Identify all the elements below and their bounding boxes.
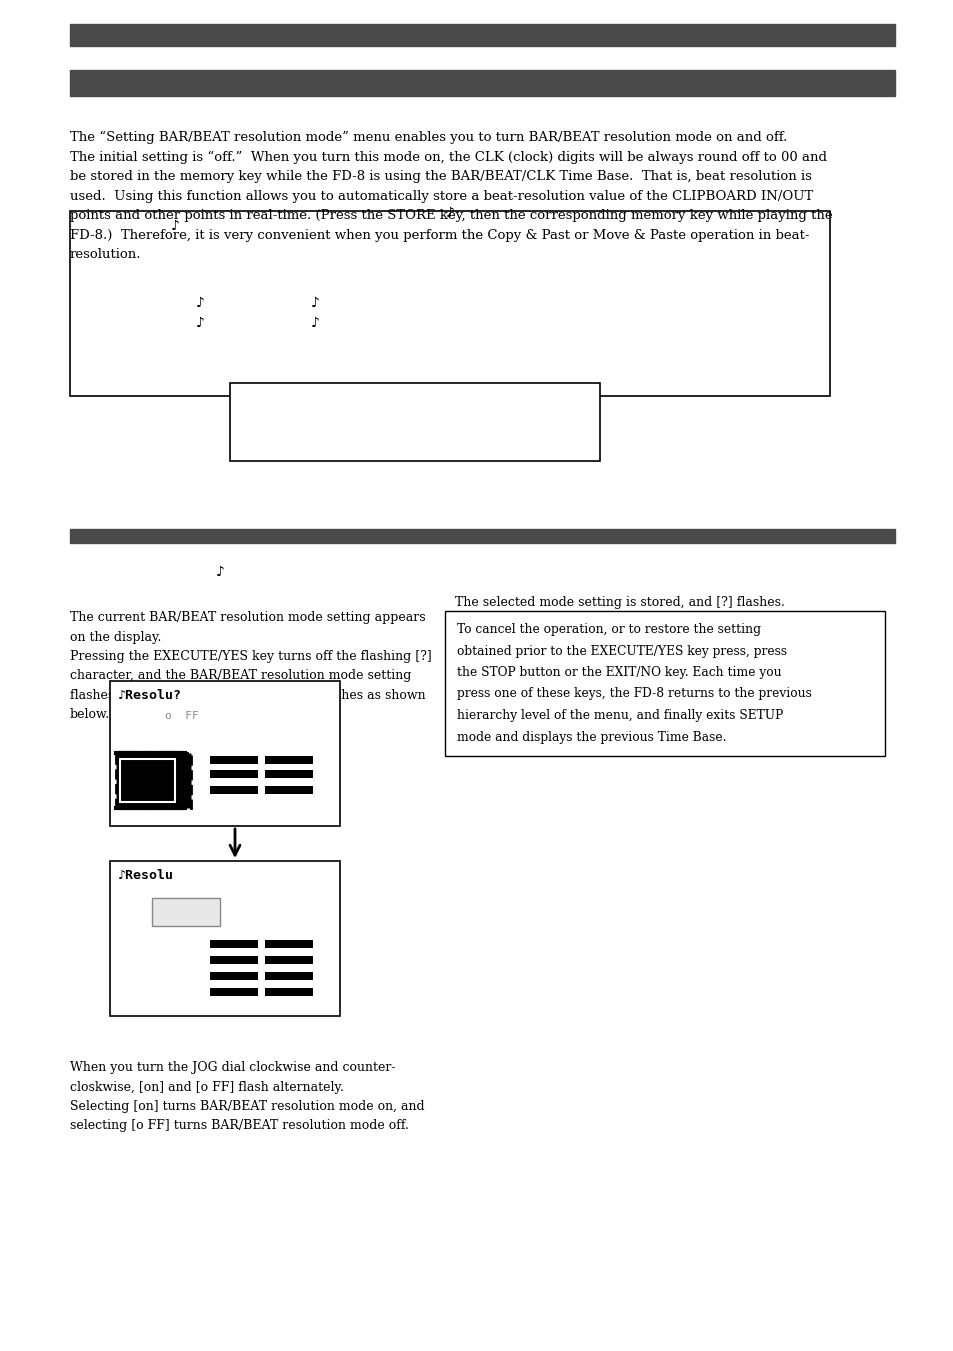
Bar [210, 786, 257, 794]
Text: The current BAR/BEAT resolution mode setting appears: The current BAR/BEAT resolution mode set… [70, 611, 425, 624]
Bar [265, 988, 313, 996]
Text: The selected mode setting is stored, and [?] flashes.: The selected mode setting is stored, and… [455, 596, 784, 609]
Text: hierarchy level of the menu, and finally exits SETUP: hierarchy level of the menu, and finally… [456, 709, 782, 721]
Bar [120, 759, 174, 802]
Bar [210, 969, 257, 971]
Text: on the display.: on the display. [70, 631, 161, 643]
Bar [230, 382, 599, 461]
Bar [265, 952, 313, 957]
Bar [70, 70, 894, 96]
Text: resolution.: resolution. [70, 249, 141, 261]
Bar [265, 940, 313, 948]
Bar [265, 770, 313, 778]
Text: be stored in the memory key while the FD-8 is using the BAR/BEAT/CLK Time Base. : be stored in the memory key while the FD… [70, 170, 811, 182]
Bar [110, 681, 339, 825]
Text: ♪Resolu: ♪Resolu [118, 869, 173, 882]
Text: ♪: ♪ [445, 205, 454, 220]
Bar [210, 988, 257, 996]
Text: press one of these keys, the FD-8 returns to the previous: press one of these keys, the FD-8 return… [456, 688, 811, 701]
Text: below.: below. [70, 708, 110, 721]
Bar [265, 757, 313, 765]
Text: ♪: ♪ [195, 316, 204, 330]
Text: ♪: ♪ [215, 565, 224, 580]
Bar [265, 766, 313, 770]
Bar [152, 898, 220, 925]
Text: ♪: ♪ [195, 296, 204, 309]
Bar [210, 940, 257, 948]
Text: ♪Resolu?: ♪Resolu? [118, 689, 182, 703]
Text: To cancel the operation, or to restore the setting: To cancel the operation, or to restore t… [456, 623, 760, 636]
Text: The initial setting is “off.”  When you turn this mode on, the CLK (clock) digit: The initial setting is “off.” When you t… [70, 150, 826, 163]
Text: When you turn the JOG dial clockwise and counter-: When you turn the JOG dial clockwise and… [70, 1061, 395, 1074]
Text: The “Setting BAR/BEAT resolution mode” menu enables you to turn BAR/BEAT resolut: The “Setting BAR/BEAT resolution mode” m… [70, 131, 786, 145]
Text: the STOP button or the EXIT/NO key. Each time you: the STOP button or the EXIT/NO key. Each… [456, 666, 781, 680]
Bar [265, 957, 313, 965]
Bar [116, 753, 191, 808]
Bar [210, 957, 257, 965]
Text: flashes.  With the initial setting, [o FF] flashes as shown: flashes. With the initial setting, [o FF… [70, 689, 425, 703]
Text: Selecting [on] turns BAR/BEAT resolution mode on, and: Selecting [on] turns BAR/BEAT resolution… [70, 1100, 424, 1113]
Bar [444, 611, 884, 757]
Bar [265, 969, 313, 971]
Text: selecting [o FF] turns BAR/BEAT resolution mode off.: selecting [o FF] turns BAR/BEAT resoluti… [70, 1120, 409, 1132]
Text: ♪: ♪ [311, 316, 319, 330]
Bar [265, 971, 313, 979]
Bar [210, 952, 257, 957]
Bar [265, 786, 313, 794]
Bar [70, 24, 894, 46]
Text: obtained prior to the EXECUTE/YES key press, press: obtained prior to the EXECUTE/YES key pr… [456, 644, 786, 658]
Text: used.  Using this function allows you to automatically store a beat-resolution v: used. Using this function allows you to … [70, 189, 812, 203]
Bar [70, 211, 829, 396]
Text: closkwise, [on] and [o FF] flash alternately.: closkwise, [on] and [o FF] flash alterna… [70, 1081, 343, 1093]
Text: o  FF: o FF [160, 902, 193, 913]
Bar [210, 757, 257, 765]
Bar [210, 766, 257, 770]
Bar [70, 530, 894, 543]
Bar [110, 861, 339, 1016]
Text: Pressing the EXECUTE/YES key turns off the flashing [?]: Pressing the EXECUTE/YES key turns off t… [70, 650, 432, 663]
Text: ♪: ♪ [171, 219, 179, 232]
Bar [210, 782, 257, 786]
Text: character, and the BAR/BEAT resolution mode setting: character, and the BAR/BEAT resolution m… [70, 670, 411, 682]
Text: mode and displays the previous Time Base.: mode and displays the previous Time Base… [456, 731, 726, 743]
Text: FD-8.)  Therefore, it is very convenient when you perform the Copy & Past or Mov: FD-8.) Therefore, it is very convenient … [70, 228, 809, 242]
Text: ♪: ♪ [311, 296, 319, 309]
Bar [210, 971, 257, 979]
Bar [265, 782, 313, 786]
Text: o  FF: o FF [165, 711, 198, 721]
Bar [210, 770, 257, 778]
Bar [210, 984, 257, 988]
Bar [265, 984, 313, 988]
Text: points and other points in real-time. (Press the STORE key, then the correspondi: points and other points in real-time. (P… [70, 209, 832, 222]
